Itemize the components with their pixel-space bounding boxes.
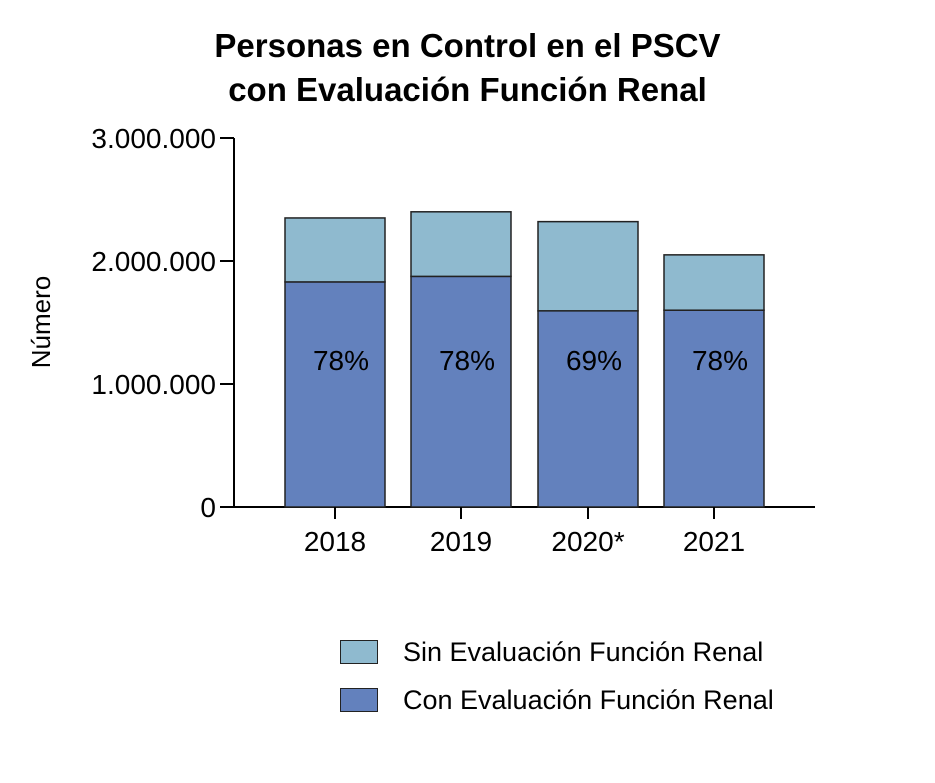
legend-label-con: Con Evaluación Función Renal	[403, 684, 774, 715]
bar-segment-sin	[537, 220, 639, 312]
chart-title-line-2: con Evaluación Función Renal	[228, 71, 707, 108]
y-axis-label: Número	[26, 276, 56, 368]
bar-percent-label: 78%	[692, 345, 748, 376]
x-tick-label: 2021	[683, 526, 745, 557]
x-tick-label: 2020*	[551, 526, 624, 557]
chart-title: Personas en Control en el PSCV con Evalu…	[0, 24, 935, 112]
y-tick-label: 2.000.000	[91, 246, 216, 277]
x-tick-label: 2019	[430, 526, 492, 557]
bar-segment-con	[537, 310, 639, 508]
legend-label-sin: Sin Evaluación Función Renal	[403, 636, 764, 667]
bar-percent-label: 78%	[439, 345, 495, 376]
chart-title-line-1: Personas en Control en el PSCV	[214, 27, 721, 64]
bar-segment-con	[663, 309, 765, 508]
x-tick-label: 2018	[304, 526, 366, 557]
y-tick-label: 1.000.000	[91, 369, 216, 400]
legend-swatch-con	[340, 688, 378, 712]
legend-item-sin: Sin Evaluación Función Renal	[340, 628, 774, 676]
bar-percent-label: 78%	[313, 345, 369, 376]
legend-swatch-sin	[340, 640, 378, 664]
bar-percent-label: 69%	[566, 345, 622, 376]
y-tick-label: 3.000.000	[91, 123, 216, 154]
legend-item-con: Con Evaluación Función Renal	[340, 676, 774, 724]
legend: Sin Evaluación Función Renal Con Evaluac…	[340, 628, 774, 724]
bar-segment-con	[410, 275, 512, 508]
bar-segment-con	[284, 281, 386, 508]
bar-segment-sin	[410, 211, 512, 278]
bar-segment-sin	[284, 217, 386, 283]
y-tick-label: 0	[200, 492, 216, 523]
bar-segment-sin	[663, 254, 765, 311]
